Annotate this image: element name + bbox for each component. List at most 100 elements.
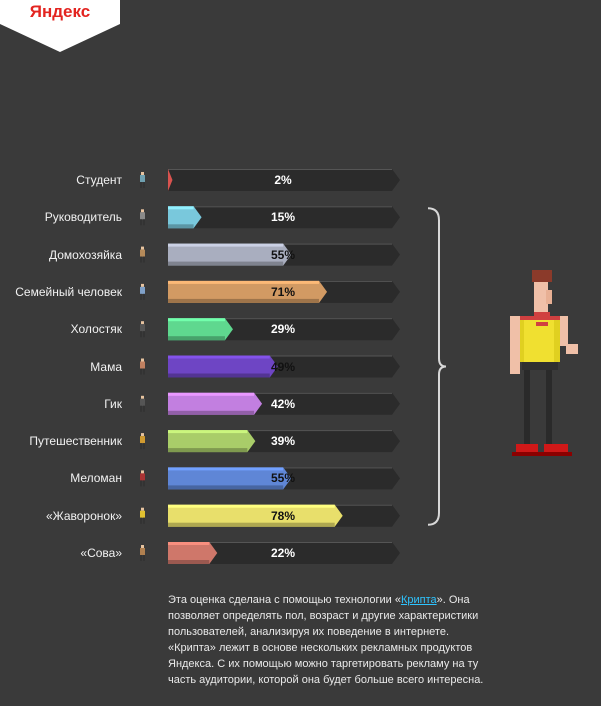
person-icon-body [140, 398, 145, 406]
bar-track-highlight [168, 542, 392, 543]
value-label: 2% [274, 173, 292, 187]
bar-track [168, 206, 400, 229]
person-icon [141, 395, 144, 399]
bar-track [168, 169, 400, 191]
person-icon [141, 433, 144, 437]
bar-track-highlight [168, 206, 392, 208]
bar-highlight [168, 355, 270, 359]
category-label: Руководитель [44, 210, 122, 225]
pixel-left-arm [510, 316, 520, 364]
pixel-right-hand [566, 344, 578, 354]
person-icon [141, 321, 144, 325]
category-label: Семейный человек [15, 284, 122, 299]
person-icon [141, 470, 144, 474]
person-icon-leg [143, 517, 145, 524]
bar-shadow [168, 560, 210, 564]
bar-5 [168, 355, 278, 378]
person-icon-body [140, 286, 145, 294]
category-label: Холостяк [70, 322, 122, 337]
person-icon [141, 358, 144, 362]
bar-highlight [168, 280, 320, 284]
bar-shadow [168, 485, 284, 490]
bar-track [168, 542, 400, 564]
person-icon-leg [143, 182, 145, 188]
footnote-text: Эта оценка сделана с помощью технологии … [168, 592, 488, 688]
yandex-logo-badge [0, 0, 120, 52]
person-icon-body [140, 473, 145, 481]
category-label: Домохозяйка [48, 247, 122, 262]
value-label: 55% [270, 471, 296, 486]
person-icon-leg [140, 443, 142, 450]
category-label: Гик [104, 396, 122, 411]
pixel-left-hand [510, 364, 520, 374]
value-label: 15% [270, 210, 296, 225]
person-icon-leg [143, 219, 145, 226]
bar-track-highlight [168, 430, 392, 432]
bar-2 [168, 243, 292, 266]
person-icon-leg [143, 368, 145, 375]
person-icon-leg [140, 405, 142, 412]
person-icon-leg [140, 256, 142, 263]
category-label: «Жаворонок» [45, 508, 122, 523]
category-label: Студент [76, 173, 122, 187]
yandex-logo[interactable]: Яндекс [29, 2, 91, 21]
person-icon-leg [143, 555, 145, 561]
person-icon-body [140, 175, 145, 182]
value-label: 78% [270, 508, 296, 523]
pixel-face-shade [546, 290, 552, 304]
bar-9 [168, 504, 343, 527]
person-icon [141, 507, 144, 511]
person-icon [141, 172, 144, 175]
person-icon-leg [140, 368, 142, 375]
bar-shadow [168, 261, 284, 266]
category-label: Путешественник [29, 434, 122, 449]
bar-shadow [168, 224, 194, 229]
value-label: 29% [270, 322, 296, 337]
person-icon-leg [143, 256, 145, 263]
person-icon [141, 545, 144, 548]
pixel-right-leg-shade [546, 370, 552, 444]
kripta-link[interactable]: Крипта [400, 594, 437, 606]
bar-highlight [168, 430, 248, 434]
person-icon [141, 209, 144, 213]
pixel-shirt-shade [518, 320, 524, 362]
person-icon-body [140, 548, 145, 555]
person-icon-body [140, 361, 145, 369]
person-icon-body [140, 436, 145, 444]
person-icon-leg [140, 555, 142, 561]
value-label: 55% [270, 247, 296, 262]
person-icon-leg [140, 219, 142, 226]
bar-6 [168, 392, 263, 415]
bar-7 [168, 430, 256, 453]
pixel-neck [536, 322, 548, 326]
footnote-after-link: ». Она позволяет определять пол, возраст… [168, 594, 484, 686]
pixel-collar [534, 312, 550, 316]
person-icon-leg [140, 331, 142, 338]
bar-4 [168, 318, 233, 341]
value-label: 22% [270, 546, 296, 560]
pixel-right-sole [542, 452, 572, 456]
pixel-shirt-trim [518, 316, 560, 320]
category-label: Меломан [70, 471, 122, 486]
value-label: 71% [270, 284, 296, 299]
pixel-shirt [518, 320, 560, 362]
bar-shadow [168, 410, 255, 415]
pixel-left-sole [512, 452, 542, 456]
bar-track-highlight [168, 392, 392, 394]
bar-3 [168, 280, 328, 303]
person-icon-leg [143, 405, 145, 412]
person-icon-leg [140, 480, 142, 487]
pixel-belt [522, 362, 558, 370]
person-icon-leg [140, 517, 142, 524]
person-icon-leg [140, 293, 142, 300]
value-label: 39% [270, 434, 296, 449]
bar-highlight [168, 243, 284, 247]
bar-shadow [168, 373, 270, 378]
value-label: 49% [270, 359, 296, 374]
bar-track-highlight [168, 355, 392, 357]
pixel-right-arm [560, 316, 568, 346]
bar-shadow [168, 448, 248, 453]
bar-highlight [168, 392, 255, 396]
bar-shadow [168, 522, 335, 527]
bar-highlight [168, 504, 335, 508]
